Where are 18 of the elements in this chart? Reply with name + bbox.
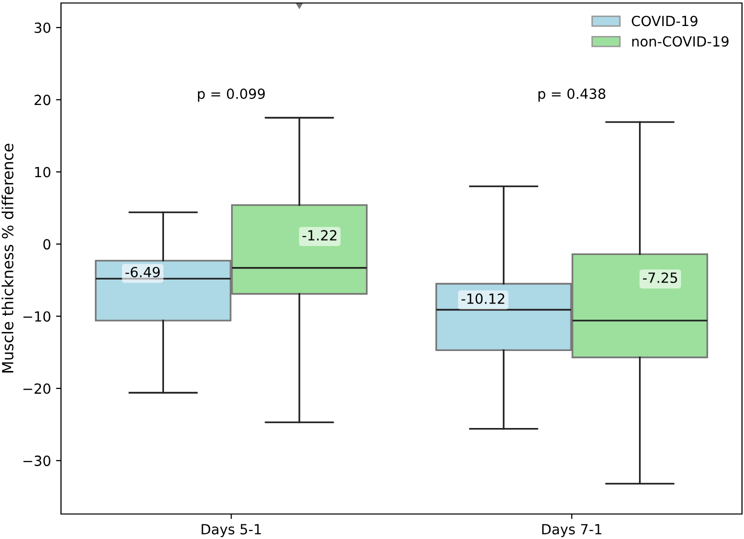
y-tick-label: −30 — [23, 456, 50, 466]
y-tick-label: 30 — [34, 22, 50, 34]
annotation: p = 0.438 — [538, 88, 606, 102]
y-axis-title: Muscle thickness % difference — [2, 144, 14, 373]
legend-label: non-COVID-19 — [632, 36, 729, 47]
y-tick-label: 20 — [34, 94, 50, 106]
y-tick-label: 10 — [35, 166, 50, 178]
x-tick-label: Days 5-1 — [202, 524, 261, 538]
annotation: -1.22 — [302, 230, 336, 240]
x-tick-label: Days 7-1 — [542, 524, 602, 538]
annotation: p = 0.099 — [198, 88, 265, 102]
legend-label: COVID-19 — [632, 16, 698, 26]
annotation: -6.49 — [125, 266, 160, 278]
y-tick-label: −10 — [23, 311, 50, 322]
annotation: -7.25 — [642, 272, 678, 283]
y-tick-label: 0 — [43, 239, 50, 250]
y-tick-label: −20 — [23, 383, 50, 394]
annotation: -10.12 — [462, 293, 504, 304]
